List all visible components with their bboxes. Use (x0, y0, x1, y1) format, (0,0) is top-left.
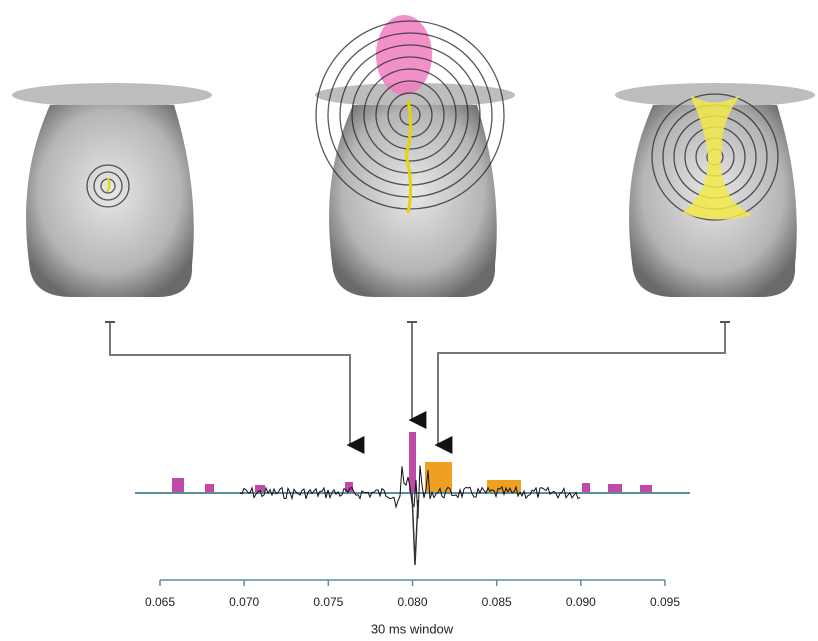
x-axis-label: 30 ms window (371, 621, 454, 636)
x-tick-label: 0.090 (566, 595, 596, 609)
leaders (105, 321, 730, 454)
x-tick-label: 0.095 (650, 595, 680, 609)
x-tick-label: 0.070 (229, 595, 259, 609)
ring (651, 93, 779, 221)
ring (375, 80, 445, 150)
x-tick-label: 0.075 (313, 595, 343, 609)
x-tick-label: 0.080 (397, 595, 427, 609)
trace-line (239, 465, 581, 519)
signal (135, 432, 690, 566)
brains (12, 15, 815, 297)
x-tick-label: 0.065 (145, 595, 175, 609)
trace-dip (411, 492, 419, 566)
x-tick-label: 0.085 (482, 595, 512, 609)
ring (363, 68, 457, 162)
